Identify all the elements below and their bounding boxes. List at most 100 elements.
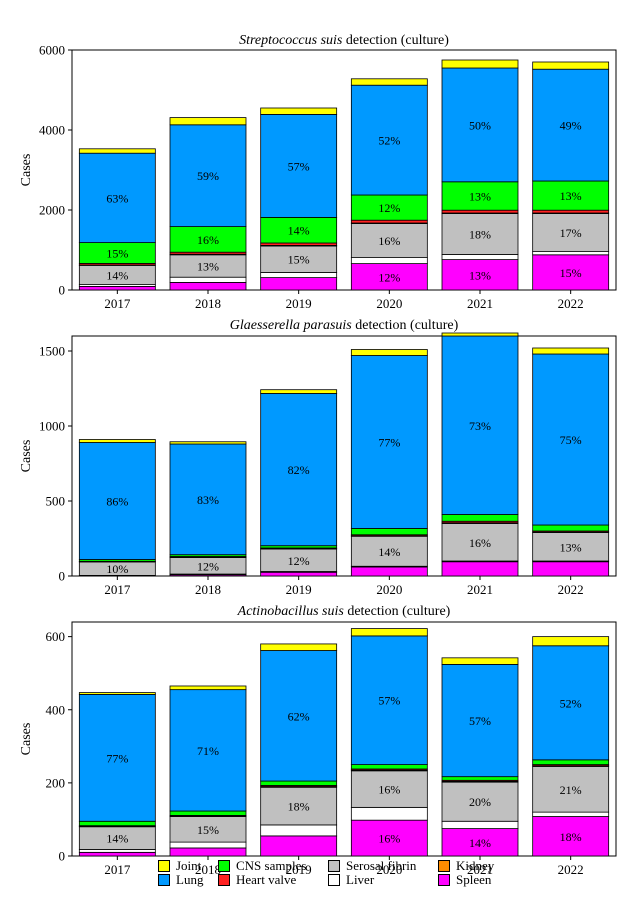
bar-segment-spleen [169, 281, 247, 291]
bar-segment-spleen [532, 561, 610, 577]
bar-segment-joint [532, 347, 610, 355]
data-label-lung: 62% [288, 709, 310, 723]
data-label-lung: 82% [288, 463, 310, 477]
plot-frame [71, 49, 617, 291]
bar-segment-spleen [350, 819, 428, 857]
x-tick-label: 2021 [467, 862, 493, 877]
bar-segment-lung [350, 355, 428, 529]
bar-segment-cns-samples [441, 776, 519, 781]
data-label-serosal-fibrin: 12% [288, 554, 310, 568]
chart-title-suffix: detection (culture) [344, 604, 451, 619]
x-tick-label: 2020 [376, 296, 402, 311]
x-tick-label: 2020 [376, 582, 402, 597]
data-label-lung: 73% [469, 419, 491, 433]
bar-segment-joint [169, 685, 247, 691]
legend-label-lung: Lung [176, 871, 204, 887]
y-tick-label: 6000 [39, 43, 65, 58]
data-label-serosal-fibrin: 14% [378, 545, 400, 559]
x-tick-label: 2019 [286, 296, 312, 311]
x-tick-label: 2017 [104, 862, 131, 877]
bar-segment-joint [78, 692, 156, 695]
data-label-serosal-fibrin: 15% [288, 253, 310, 267]
bar-segment-lung [350, 635, 428, 765]
y-tick-label: 600 [46, 629, 66, 644]
bar-segment-spleen [169, 847, 247, 857]
bar-segment-spleen [441, 828, 519, 857]
data-label-serosal-fibrin: 18% [469, 228, 491, 242]
y-tick-label: 4000 [39, 123, 65, 138]
legend-item-heart-valve: Heart valve [218, 872, 296, 887]
data-label-lung: 52% [378, 134, 400, 148]
bar-segment-lung [78, 693, 156, 822]
bar-segment-joint [350, 78, 428, 86]
bar-segment-cns-samples [260, 780, 338, 786]
bar-segment-spleen [260, 835, 338, 857]
x-tick-label: 2021 [467, 296, 493, 311]
bar-segment-liver [169, 276, 247, 283]
chart-panel-glaesserella-parasuis: Glaesserella parasuis detection (culture… [19, 318, 617, 597]
bar-segment-cns-samples [350, 528, 428, 536]
data-label-lung: 77% [378, 435, 400, 449]
y-tick-label: 1000 [39, 419, 65, 434]
legend-label-heart-valve: Heart valve [236, 871, 297, 887]
y-tick-label: 0 [59, 283, 66, 298]
bar-segment-liver [441, 253, 519, 260]
legend-item-spleen: Spleen [438, 872, 491, 887]
x-tick-label: 2018 [195, 862, 221, 877]
data-label-serosal-fibrin: 13% [560, 540, 582, 554]
bar-segment-joint [260, 643, 338, 651]
bar-segment-cns-samples [260, 216, 338, 244]
bar-segment-serosal-fibrin [350, 223, 428, 259]
data-label-lung: 86% [106, 495, 128, 509]
data-label-lung: 49% [560, 119, 582, 133]
bar-segment-heart-valve [441, 209, 519, 214]
bar-segment-cns-samples [169, 810, 247, 816]
legend-label-serosal-fibrin: Serosal fibrin [346, 857, 417, 873]
data-label-serosal-fibrin: 15% [197, 823, 219, 837]
y-tick-label: 2000 [39, 203, 65, 218]
bar-segment-spleen [532, 254, 610, 291]
y-axis-title: Cases [19, 723, 34, 756]
bar-segment-joint [78, 148, 156, 154]
bar-segment-liver [441, 820, 519, 829]
bar-segment-heart-valve [350, 219, 428, 224]
bar-segment-serosal-fibrin [169, 816, 247, 843]
data-label-spleen: 13% [469, 268, 491, 282]
data-label-lung: 77% [106, 751, 128, 765]
bar-segment-serosal-fibrin [350, 770, 428, 808]
chart-title-suffix: detection (culture) [352, 318, 459, 333]
bar-segment-heart-valve [532, 209, 610, 214]
y-tick-label: 0 [59, 849, 66, 864]
bar-segment-lung [169, 689, 247, 812]
data-label-lung: 57% [469, 714, 491, 728]
bar-segment-spleen [260, 571, 338, 577]
bar-segment-cns-samples [169, 226, 247, 253]
y-axis-title: Cases [19, 440, 34, 473]
bar-segment-joint [260, 107, 338, 115]
bar-segment-serosal-fibrin [260, 245, 338, 273]
legend-swatch-liver [328, 873, 340, 886]
chart-title-suffix: detection (culture) [342, 33, 449, 48]
data-label-lung: 59% [197, 169, 219, 183]
bar-segment-cns-samples [441, 514, 519, 522]
data-label-cns-samples: 16% [197, 233, 219, 247]
bar-segment-joint [532, 636, 610, 647]
bar-segment-serosal-fibrin [441, 781, 519, 822]
bar-segment-lung [260, 114, 338, 218]
bar-segment-liver [78, 849, 156, 853]
bar-segment-liver [532, 251, 610, 256]
bar-segment-joint [441, 657, 519, 665]
data-label-lung: 57% [378, 694, 400, 708]
bar-segment-cns-samples [532, 180, 610, 211]
bar-segment-lung [441, 664, 519, 778]
data-label-cns-samples: 13% [469, 190, 491, 204]
legend-label-spleen: Spleen [456, 871, 492, 887]
chart-title-species: Glaesserella parasuis [230, 318, 353, 333]
data-label-serosal-fibrin: 21% [560, 783, 582, 797]
data-label-serosal-fibrin: 16% [469, 536, 491, 550]
bar-segment-lung [441, 335, 519, 515]
bar-segment-spleen [260, 277, 338, 291]
y-tick-label: 200 [46, 775, 66, 790]
bar-segment-spleen [78, 851, 156, 857]
y-tick-label: 400 [46, 702, 66, 717]
